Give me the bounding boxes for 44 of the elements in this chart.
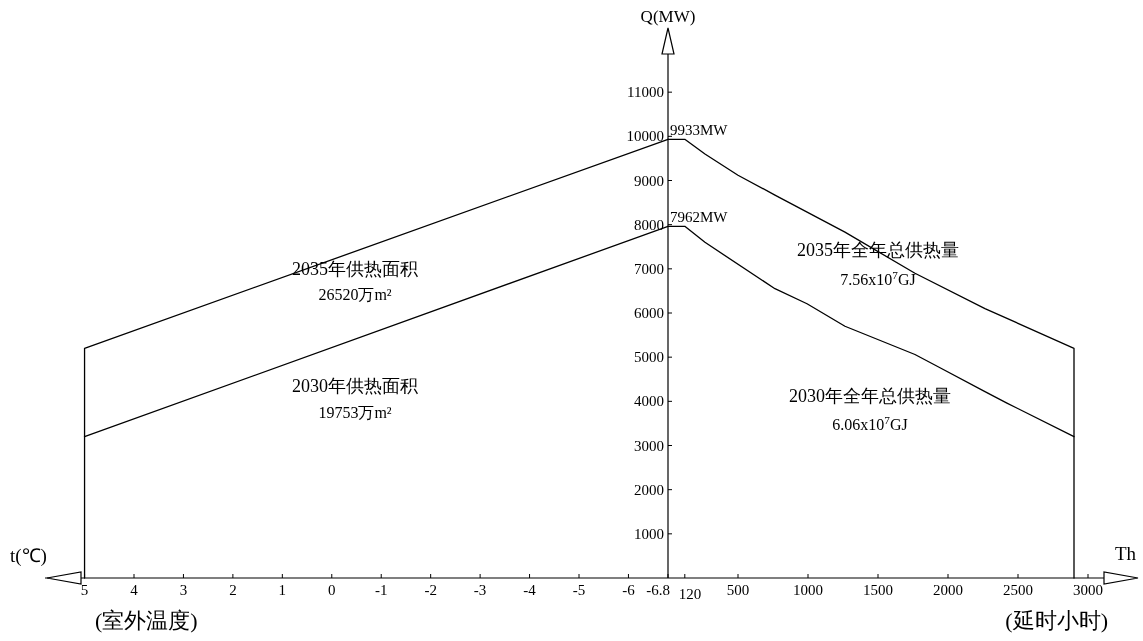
y-tick-label: 8000: [634, 216, 664, 233]
y-tick-label: 11000: [627, 84, 664, 101]
annotation: 19753万m²: [318, 404, 392, 421]
annotation: 6.06x10$^{7}$GJ: [832, 414, 908, 433]
y-tick-label: 9000: [634, 172, 664, 189]
y-axis-title: Q(MW): [640, 7, 696, 26]
y-tick-label: 7000: [634, 260, 664, 277]
x-tick-label: 3: [179, 582, 188, 598]
x-tick-label: -1: [374, 582, 388, 598]
x-tick-label: 0: [328, 582, 336, 598]
x-tick-label: 500: [726, 582, 750, 598]
x-tick-label: 1: [278, 582, 287, 598]
x-tick-label: 2: [229, 582, 237, 598]
x-tick-label: 3000: [1073, 582, 1103, 598]
y-tick-label: 10000: [626, 128, 664, 145]
annotation: 7962MW: [670, 209, 729, 226]
x-tick-label: 5: [80, 582, 89, 598]
y-tick-label: 3000: [634, 437, 664, 454]
annotation: 26520万m²: [318, 286, 392, 303]
x-tick-label: -6: [622, 582, 636, 598]
annotation: 2030年全年总供热量: [789, 386, 951, 406]
y-tick-label: 4000: [634, 393, 664, 410]
x-tick-label: -5: [572, 582, 586, 598]
x-tick-label: -6.8: [646, 582, 670, 598]
annotation: 2030年供热面积: [292, 376, 418, 396]
annotation: 9933MW: [670, 122, 729, 139]
x-tick-label: 2000: [933, 582, 963, 598]
x-tick-label: 1500: [863, 582, 893, 598]
x-tick-label: -3: [473, 582, 487, 598]
text: (室外温度): [95, 608, 198, 633]
text: (延时小时): [1005, 608, 1108, 633]
x-tick-label: 1000: [793, 582, 823, 598]
y-tick-label: 5000: [634, 349, 664, 366]
x-tick-label: 120: [678, 586, 702, 602]
y-tick-label: 1000: [634, 525, 664, 542]
annotation: 7.56x10$^{7}$GJ: [840, 269, 916, 288]
x-tick-label: 4: [130, 582, 139, 598]
x-tick-label: 2500: [1003, 582, 1033, 598]
x-tick-label: -4: [523, 582, 537, 598]
y-tick-label: 2000: [634, 481, 664, 498]
y-tick-label: 6000: [634, 305, 664, 321]
x-tick-label: -2: [424, 582, 437, 598]
x-axis-title: t(℃): [10, 545, 47, 567]
x-axis-title: Th: [1114, 543, 1137, 564]
